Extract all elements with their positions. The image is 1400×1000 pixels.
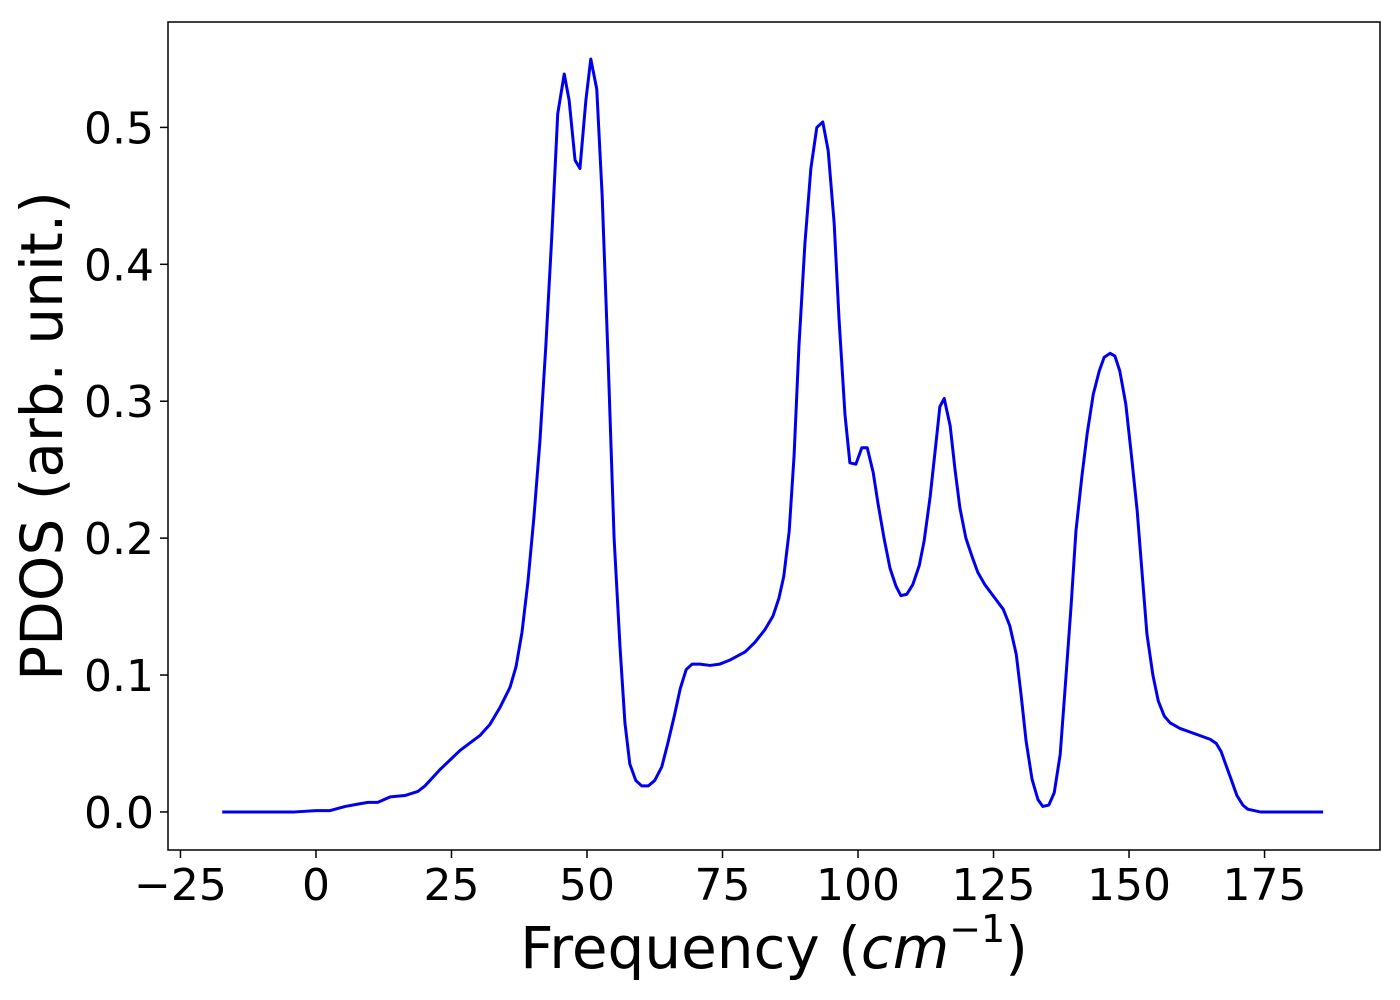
y-tick-label: 0.0: [84, 788, 154, 839]
x-axis-label: Frequency (cm−1): [520, 907, 1028, 982]
x-tick-label: 0: [302, 860, 330, 911]
y-tick-label: 0.4: [84, 240, 154, 291]
x-tick-label: 175: [1223, 860, 1307, 911]
x-tick-label: 75: [695, 860, 751, 911]
x-tick-label: 150: [1087, 860, 1171, 911]
x-tick-label: 125: [952, 860, 1036, 911]
y-axis-label: PDOS (arb. unit.): [8, 191, 76, 681]
y-tick-label: 0.5: [84, 103, 154, 154]
plot-frame: [167, 21, 1381, 851]
line-series: [222, 57, 1324, 814]
y-tick-label: 0.1: [84, 651, 154, 702]
x-tick-label: 100: [816, 860, 900, 911]
x-tick-label: 50: [559, 860, 615, 911]
y-tick-label: 0.2: [84, 514, 154, 565]
x-tick-label: 25: [423, 860, 479, 911]
y-tick-label: 0.3: [84, 377, 154, 428]
x-tick-label: −25: [134, 860, 227, 911]
